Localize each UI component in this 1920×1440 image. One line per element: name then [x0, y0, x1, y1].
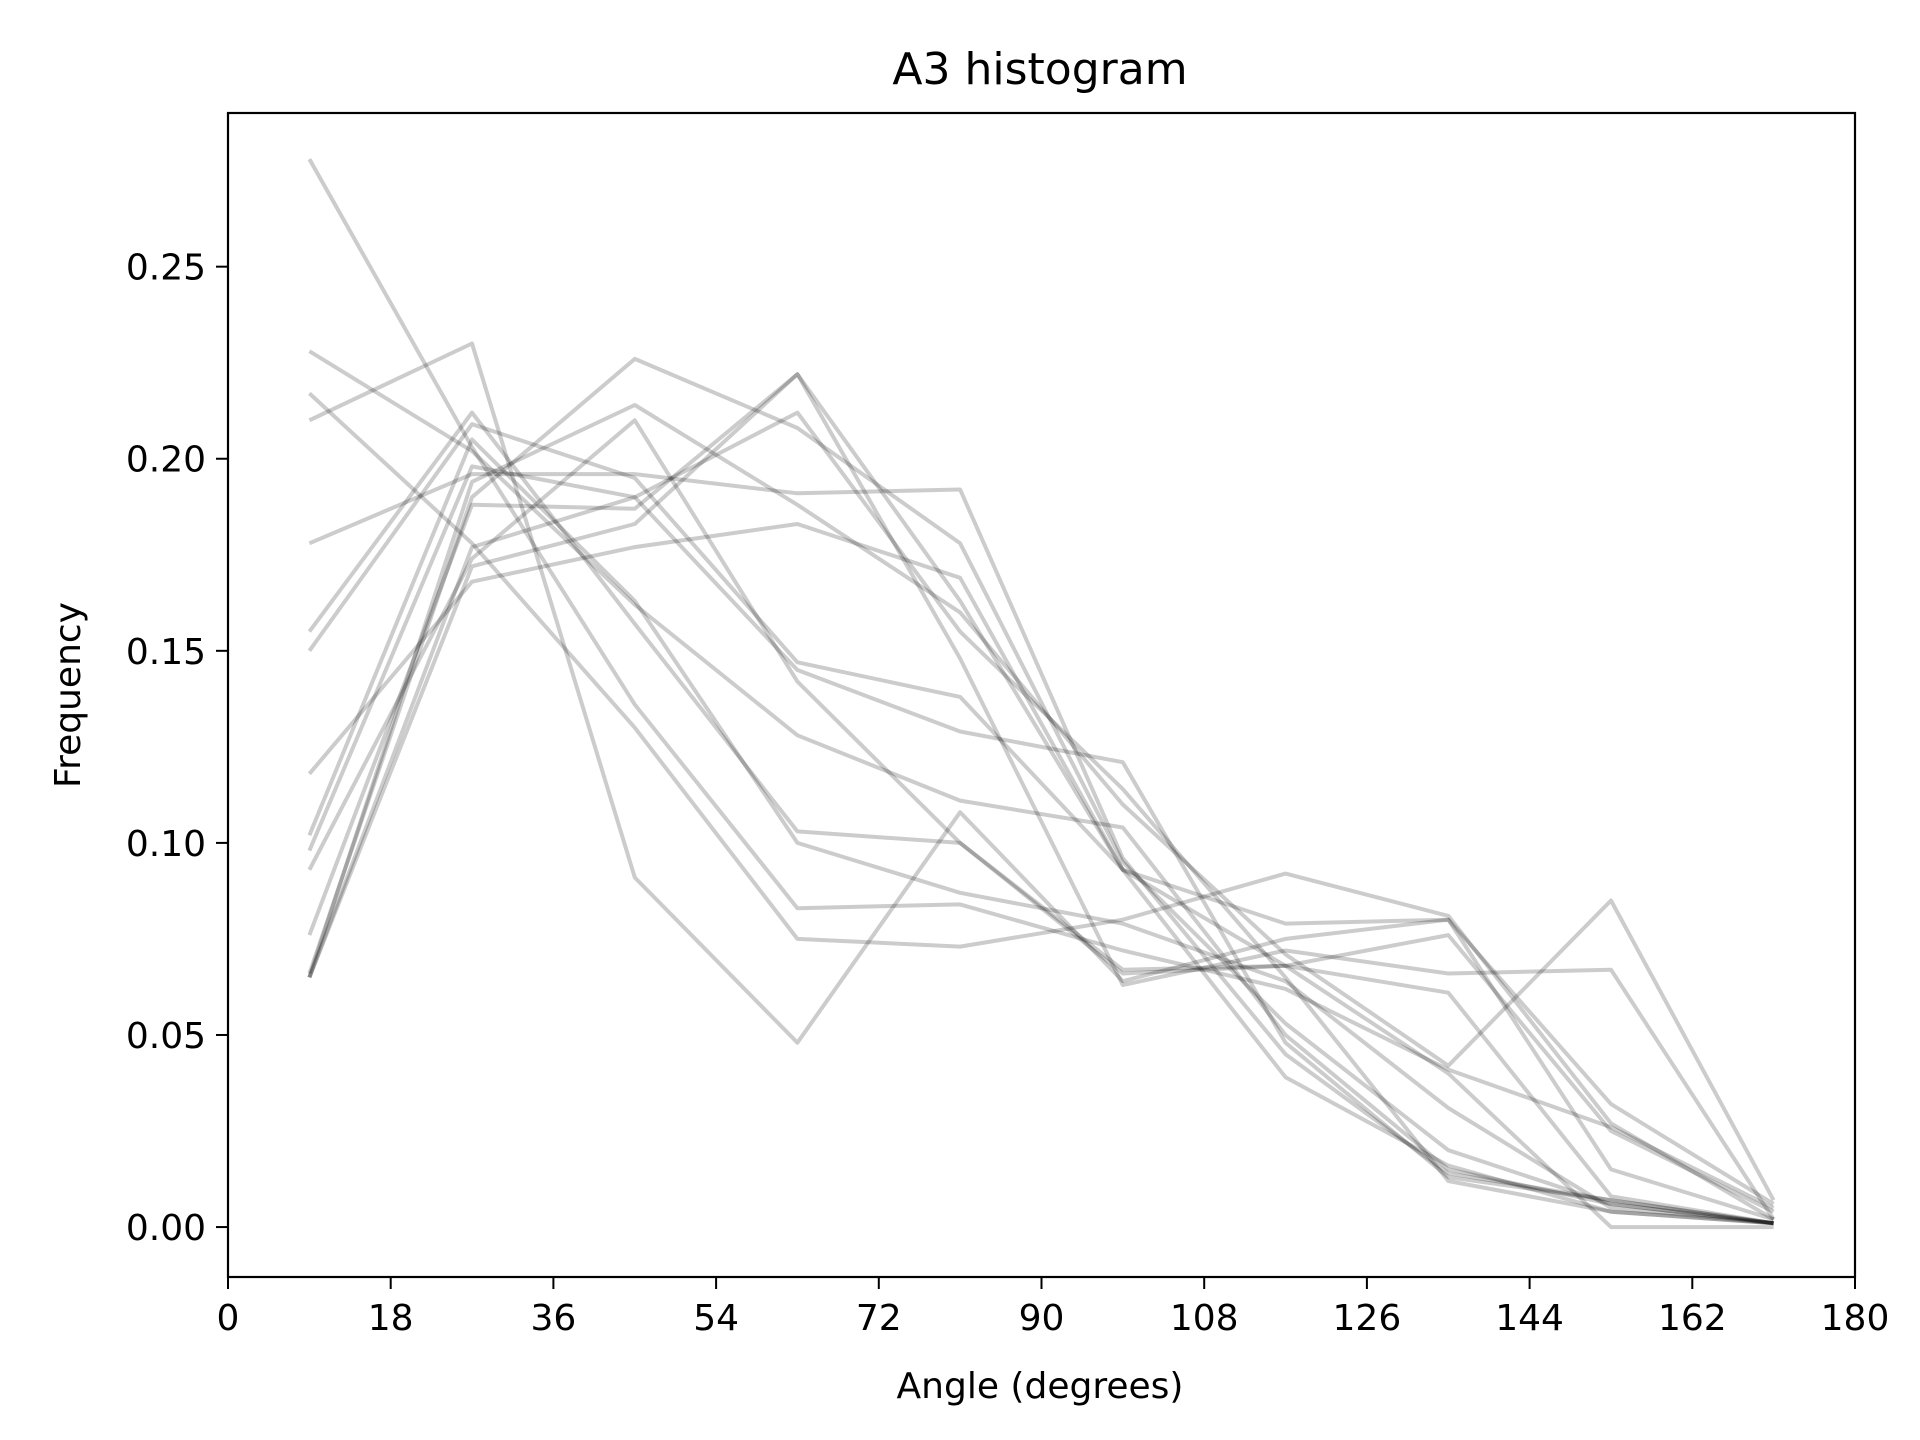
x-tick-label: 108	[1170, 1298, 1239, 1339]
x-tick-label: 72	[856, 1298, 902, 1339]
x-tick-label: 0	[217, 1298, 240, 1339]
x-tick-label: 162	[1658, 1298, 1727, 1339]
y-tick-label: 0.05	[126, 1016, 206, 1057]
series-line-1	[307, 158, 1775, 1210]
y-tick-label: 0.15	[126, 632, 206, 673]
x-tick-label: 90	[1019, 1298, 1065, 1339]
series-line-10	[307, 464, 1774, 1226]
y-tick-label: 0.25	[126, 248, 206, 289]
y-axis-label: Frequency	[48, 602, 89, 788]
y-tick-label: 0.20	[126, 440, 206, 481]
y-axis: 0.00 0.05 0.10 0.15 0.20 0.25	[126, 248, 228, 1249]
x-tick-label: 180	[1821, 1298, 1890, 1339]
series-line-9	[307, 437, 1774, 1226]
series-line-11	[307, 418, 1774, 1226]
x-tick-label: 126	[1333, 1298, 1402, 1339]
series-line-15	[307, 403, 1776, 1202]
x-axis-label: Angle (degrees)	[897, 1366, 1184, 1407]
series-line-16	[307, 410, 1774, 1226]
series-line-3	[308, 391, 1775, 1222]
series-line-8	[307, 522, 1774, 1226]
series-line-14	[307, 372, 1774, 1230]
series-line-5	[308, 472, 1774, 1226]
series-line-7	[307, 422, 1775, 1222]
chart-title: A3 histogram	[892, 44, 1187, 95]
series-layer	[307, 158, 1776, 1230]
x-tick-label: 54	[693, 1298, 739, 1339]
series-line-6	[307, 410, 1775, 1214]
y-tick-label: 0.00	[126, 1208, 206, 1249]
x-axis: 0 18 36 54 72 90 108 126 144 162 180	[217, 1277, 1890, 1339]
series-line-2	[308, 349, 1774, 1226]
series-line-12	[307, 372, 1776, 1221]
series-line-4	[308, 341, 1775, 1206]
x-tick-label: 144	[1495, 1298, 1564, 1339]
y-tick-label: 0.10	[126, 824, 206, 865]
series-line-13	[307, 356, 1774, 1226]
x-tick-label: 18	[368, 1298, 414, 1339]
x-tick-label: 36	[530, 1298, 576, 1339]
